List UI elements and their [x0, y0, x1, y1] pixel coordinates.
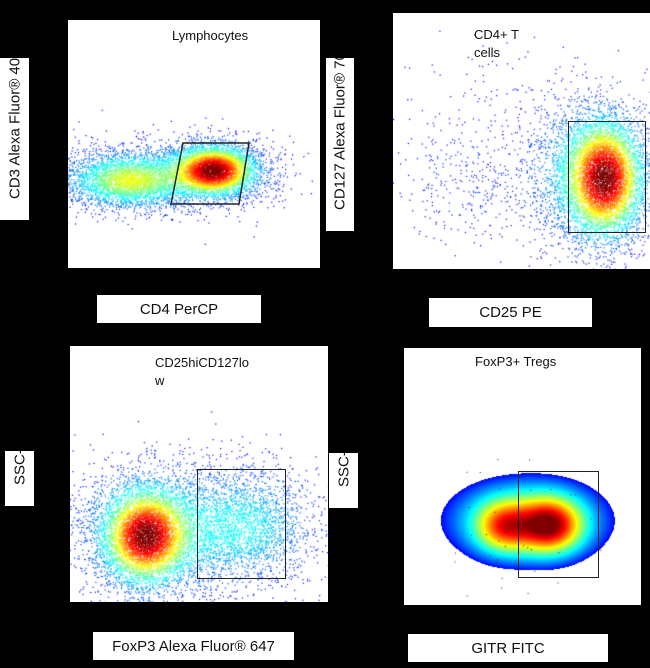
density-heatmap — [404, 348, 641, 605]
x-axis-label-1: CD4 PerCP — [97, 295, 261, 323]
y-axis-label-3: SSC-A — [5, 451, 34, 506]
x-axis-label-3: FoxP3 Alexa Fluor® 647 — [93, 632, 294, 660]
gate-title-line: CD25hiCD127lo — [155, 355, 249, 370]
plot-foxp3-tregs: FoxP3+ Tregs — [404, 348, 641, 605]
y-axis-label-text: SSC-A — [11, 451, 28, 485]
plot-cd4-t-cells: CD4+ T cells — [393, 13, 650, 269]
y-axis-label-4: SSC-A — [329, 453, 358, 508]
gate-title-line: cells — [474, 45, 501, 60]
gate-title-line: w — [155, 373, 165, 388]
plot-lymphocytes: Lymphocytes — [68, 20, 320, 268]
plot-cd25hi-cd127low: CD25hiCD127lo w — [70, 346, 328, 602]
x-axis-label-2: CD25 PE — [429, 298, 592, 327]
gate-title: FoxP3+ Tregs — [475, 354, 557, 369]
scatter-density — [393, 13, 650, 269]
gate-foxp3 — [197, 469, 286, 579]
scatter-density — [68, 20, 320, 268]
gate-title-line: CD4+ T — [474, 27, 519, 42]
gate-title: CD4+ T cells — [474, 26, 594, 62]
x-axis-label-4: GITR FITC — [408, 634, 608, 662]
gate-cd4-t-cells — [568, 121, 646, 233]
gate-gitr — [518, 471, 599, 578]
gate-title: CD25hiCD127lo w — [155, 354, 275, 390]
gate-polygon — [170, 142, 250, 205]
y-axis-label-text: CD3 Alexa Fluor® 40 — [6, 58, 23, 199]
y-axis-label-text: CD127 Alexa Fluor® 70 — [331, 58, 349, 210]
y-axis-label-1: CD3 Alexa Fluor® 40 — [0, 58, 29, 220]
gate-lymphocytes — [170, 142, 250, 205]
y-axis-label-text: SSC-A — [335, 453, 352, 487]
gate-title: Lymphocytes — [172, 28, 249, 43]
y-axis-label-2: CD127 Alexa Fluor® 70 — [326, 58, 354, 231]
